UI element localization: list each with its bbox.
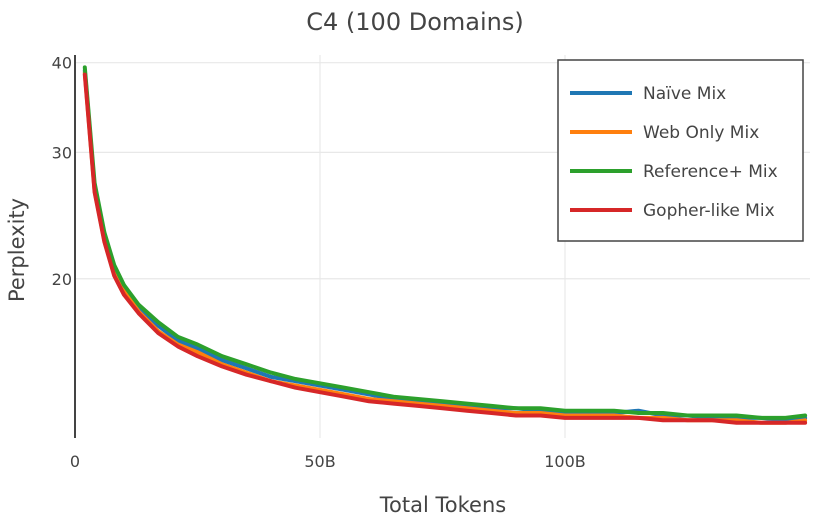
data-point: [538, 413, 543, 418]
x-tick-label: 100B: [544, 452, 586, 471]
data-point: [803, 421, 807, 425]
data-point: [759, 421, 763, 425]
legend-label: Web Only Mix: [643, 123, 759, 143]
data-point: [367, 399, 371, 403]
series-lines: [82, 65, 808, 425]
data-point: [563, 416, 567, 420]
data-point: [156, 331, 160, 335]
data-point: [416, 397, 420, 401]
data-point: [293, 377, 298, 381]
data-point: [440, 399, 445, 403]
data-point: [137, 303, 141, 307]
x-tick-label: 50B: [304, 452, 335, 471]
data-point: [514, 413, 518, 418]
data-point: [269, 375, 273, 379]
data-point: [137, 311, 141, 315]
data-point: [244, 373, 249, 377]
data-point: [244, 362, 249, 366]
data-point: [195, 346, 200, 350]
legend-label: Naïve Mix: [643, 84, 726, 104]
data-point: [465, 402, 469, 406]
data-point: [83, 73, 87, 77]
data-point: [83, 65, 87, 70]
data-point: [440, 406, 445, 410]
x-tick-label: 0: [70, 452, 80, 471]
data-point: [710, 418, 714, 422]
data-point: [318, 381, 322, 385]
data-point: [685, 418, 690, 422]
data-point: [269, 379, 273, 383]
data-point: [93, 190, 97, 194]
data-point: [734, 413, 739, 418]
data-point: [636, 416, 641, 420]
chart-title: C4 (100 Domains): [306, 8, 523, 36]
data-point: [195, 350, 200, 354]
data-point: [293, 386, 298, 390]
x-axis-title: Total Tokens: [379, 493, 506, 517]
data-point: [587, 416, 592, 420]
data-point: [195, 342, 200, 347]
data-point: [783, 421, 788, 425]
y-tick-label: 30: [52, 143, 72, 162]
data-point: [759, 416, 763, 420]
data-point: [342, 386, 347, 390]
data-point: [661, 411, 665, 415]
data-point: [244, 366, 249, 371]
data-point: [391, 395, 396, 399]
data-point: [122, 293, 126, 297]
data-point: [176, 335, 180, 339]
data-point: [269, 371, 273, 375]
data-point: [122, 283, 126, 287]
series-points-3: [83, 73, 807, 425]
data-point: [220, 364, 224, 368]
data-point: [220, 354, 224, 358]
data-point: [112, 274, 116, 278]
y-tick-label: 40: [52, 54, 72, 73]
data-point: [661, 418, 665, 422]
legend: Naïve Mix Web Only Mix Reference+ Mix Gophe…: [557, 59, 804, 242]
data-point: [489, 404, 494, 408]
data-point: [342, 395, 347, 399]
series-line-3: [82, 72, 808, 425]
series-line-2: [82, 65, 808, 420]
data-point: [514, 406, 518, 410]
data-point: [156, 320, 160, 324]
axes: 0 50B 100B 20 30 40: [52, 54, 586, 471]
data-point: [318, 390, 322, 394]
data-point: [587, 409, 592, 413]
data-point: [612, 409, 616, 413]
data-point: [416, 404, 420, 408]
data-point: [685, 413, 690, 418]
data-point: [465, 409, 469, 413]
data-point: [489, 411, 494, 415]
data-point: [367, 390, 371, 394]
data-point: [563, 409, 567, 413]
data-point: [176, 344, 180, 348]
data-point: [195, 354, 200, 358]
legend-label: Reference+ Mix: [643, 162, 778, 182]
data-point: [176, 339, 180, 343]
data-point: [102, 240, 106, 244]
data-point: [803, 413, 807, 418]
data-point: [636, 411, 641, 415]
data-point: [391, 402, 396, 406]
data-point: [612, 416, 616, 420]
data-point: [710, 413, 714, 418]
data-point: [220, 358, 224, 362]
y-tick-label: 20: [52, 270, 72, 289]
data-point: [734, 421, 739, 425]
data-point: [783, 416, 788, 420]
y-axis-title: Perplexity: [5, 198, 29, 302]
data-point: [538, 406, 543, 410]
legend-label: Gopher-like Mix: [643, 201, 775, 221]
